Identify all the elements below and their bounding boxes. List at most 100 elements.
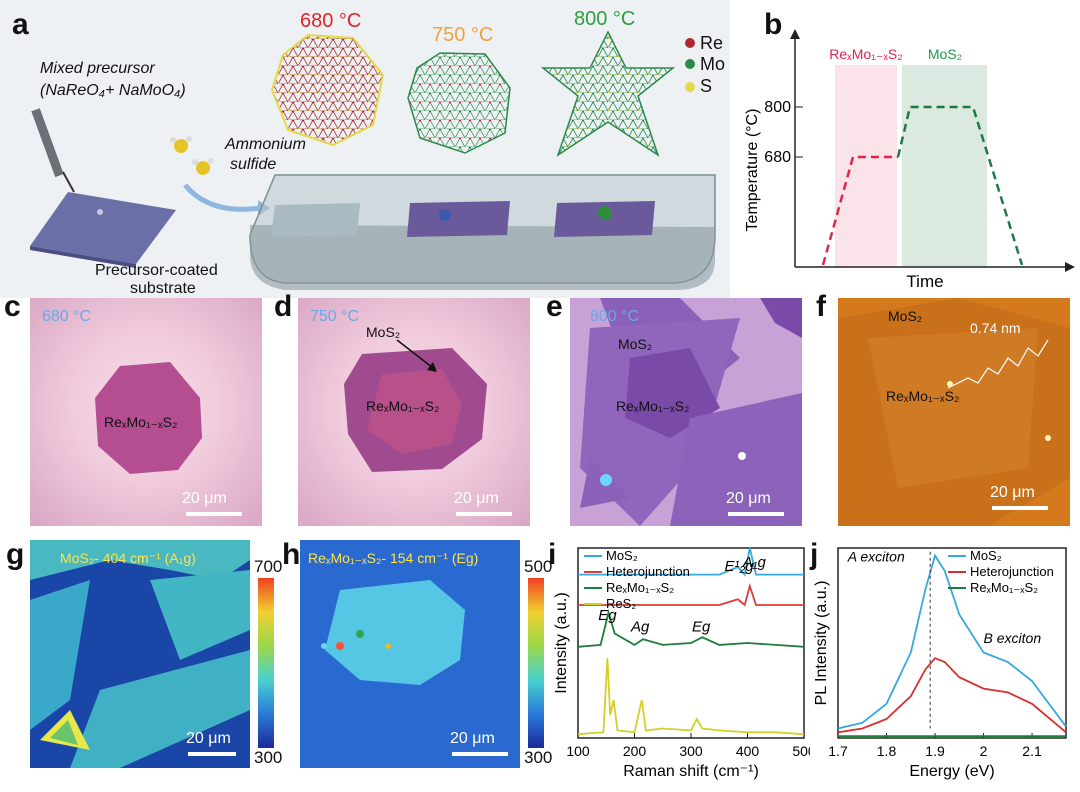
mixed-precursor-label: Mixed precursor: [40, 60, 155, 77]
sulfide-label: sulfide: [230, 156, 277, 173]
h-colorbar: [528, 578, 544, 748]
series-line-3: [577, 658, 805, 736]
panel-d-image: 750 °C MoS₂ ReₓMo₁₋ₓS₂ 20 μm: [298, 298, 530, 526]
x-tick-label: 300: [679, 743, 703, 759]
legend-label-2: ReₓMo₁₋ₓS₂: [970, 580, 1038, 595]
legend-label-0: MoS₂: [970, 548, 1002, 563]
panel-e-label: e: [546, 290, 563, 323]
panel-d-label: d: [274, 290, 293, 323]
series-line-1: [837, 657, 1067, 734]
x-tick-label: 1.9: [925, 743, 945, 759]
series-line-0: [578, 547, 804, 577]
x-tick-label: 1.7: [828, 743, 848, 759]
lattice-800-illustration: [540, 30, 676, 157]
h-cbar-min: 300: [524, 748, 553, 767]
panel-g-image: MoS₂- 404 cm⁻¹ (A₁g) 20 μm: [30, 540, 250, 768]
f-afm: [838, 298, 1070, 526]
g-colorbar: [258, 578, 274, 748]
h-cbar-max: 500: [524, 557, 553, 576]
x-tick-label: 500: [792, 743, 810, 759]
b-xlabel: Time: [906, 272, 943, 291]
x-tick-label: 2.1: [1022, 743, 1042, 759]
plot-frame: [837, 547, 1067, 739]
legend-label-2: ReₓMo₁₋ₓS₂: [606, 580, 674, 595]
x-axis-label: Energy (eV): [909, 763, 994, 780]
g-cbar-min: 300: [254, 748, 283, 767]
legend-label-1: Heterojunction: [606, 564, 690, 579]
h-title: ReₓMo₁₋ₓS₂- 154 cm⁻¹ (Eg): [308, 550, 479, 566]
h-scale-label: 20 μm: [450, 730, 495, 747]
legend-s-label: S: [700, 76, 713, 96]
g-scale-label: 20 μm: [186, 730, 231, 747]
reaction-tube-illustration: [249, 174, 716, 290]
b-tick-680: 680: [764, 149, 791, 166]
panel-i-chart: 100 200 300 400 500 Raman shift (cm⁻¹) Intensi…: [553, 547, 810, 780]
b-region2-label: MoS₂: [928, 46, 962, 62]
substrate-illustration: [30, 192, 176, 268]
legend-label-0: MoS₂: [606, 548, 638, 563]
region-mos2-shade: [902, 65, 987, 267]
d-temp-label: 750 °C: [310, 308, 360, 325]
panel-c-image: 680 °C ReₓMo₁₋ₓS₂ 20 μm: [30, 298, 262, 526]
d-arrow-icon: [396, 339, 437, 372]
b-exciton-label: B exciton: [984, 630, 1042, 646]
c-flake: [95, 362, 202, 474]
b-series-mos2: [896, 105, 1024, 266]
b-ylabel: Temperature (°C): [744, 109, 761, 232]
y-axis-label: PL Intensity (a.u.): [813, 581, 830, 706]
x-tick-label: 2: [980, 743, 988, 759]
coated-label-1: Precursor-coated: [95, 262, 218, 279]
panel-h-image: ReₓMo₁₋ₓS₂- 154 cm⁻¹ (Eg) 20 μm: [300, 540, 520, 768]
series-line-2: [577, 609, 805, 648]
e-temp-label: 800 °C: [590, 308, 640, 325]
series-line-0: [837, 553, 1067, 730]
region-rexmo-shade: [835, 65, 897, 267]
temp-680-label: 680 °C: [300, 10, 362, 32]
d-arrow-label: MoS₂: [366, 324, 401, 340]
panel-h-label: h: [282, 538, 301, 571]
d-scale-bar: [456, 512, 512, 516]
panel-j-label: j: [810, 538, 819, 571]
c-flake-label: ReₓMo₁₋ₓS₂: [104, 414, 178, 430]
panel-i-label: i: [548, 538, 557, 571]
h-scale-bar: [452, 752, 508, 756]
peak-label-2: Eg: [598, 607, 617, 624]
legend-mo-label: Mo: [700, 54, 726, 74]
e-scale-label: 20 μm: [726, 490, 771, 507]
c-scale-label: 20 μm: [182, 490, 227, 507]
lattice-680-illustration: [270, 33, 385, 147]
e-flakes: [580, 298, 802, 526]
panel-f-label: f: [816, 290, 826, 323]
panel-f-image: MoS₂ 0.74 nm ReₓMo₁₋ₓS₂ 20 μm: [838, 298, 1070, 526]
peak-label-3: Ag: [630, 619, 650, 636]
element-legend: [685, 38, 695, 92]
series-line-1: [578, 582, 804, 607]
f-outer-label: MoS₂: [888, 308, 923, 324]
f-scale-label: 20 μm: [990, 484, 1035, 501]
precursor-formula: (NaReO₄+ NaMoO₄): [40, 82, 186, 99]
d-scale-label: 20 μm: [454, 490, 499, 507]
peak-label-4: Eg: [692, 619, 711, 636]
ammonium-molecules-icon: [170, 136, 214, 175]
x-axis-label: Raman shift (cm⁻¹): [623, 763, 759, 780]
e-scale-bar: [728, 512, 784, 516]
b-region1-label: ReₓMo₁₋ₓS₂: [829, 46, 902, 62]
c-scale-bar: [186, 512, 242, 516]
b-tick-800: 800: [764, 99, 791, 116]
g-title: MoS₂- 404 cm⁻¹ (A₁g): [60, 550, 196, 566]
g-cbar-max: 700: [254, 557, 283, 576]
d-flake: [344, 348, 487, 472]
c-temp-label: 680 °C: [42, 308, 92, 325]
panel-c-label: c: [4, 290, 21, 323]
legend-re-label: Re: [700, 33, 724, 53]
g-raman-map: [30, 540, 250, 768]
panel-j-chart: 1.7 1.8 1.9 2 2.1 Energy (eV) PL Intensity (a.…: [813, 547, 1067, 780]
peak-label-1: A₁g: [742, 554, 767, 571]
temp-800-label: 800 °C: [574, 8, 636, 30]
e-flake-label: ReₓMo₁₋ₓS₂: [616, 398, 690, 414]
a-exciton-label: A exciton: [847, 548, 905, 564]
panel-e-image: 800 °C MoS₂ ReₓMo₁₋ₓS₂ 20 μm: [570, 298, 802, 526]
legend-label-3: ReS₂: [606, 596, 636, 611]
e-outer-label: MoS₂: [618, 336, 653, 352]
h-raman-map: [321, 580, 465, 685]
